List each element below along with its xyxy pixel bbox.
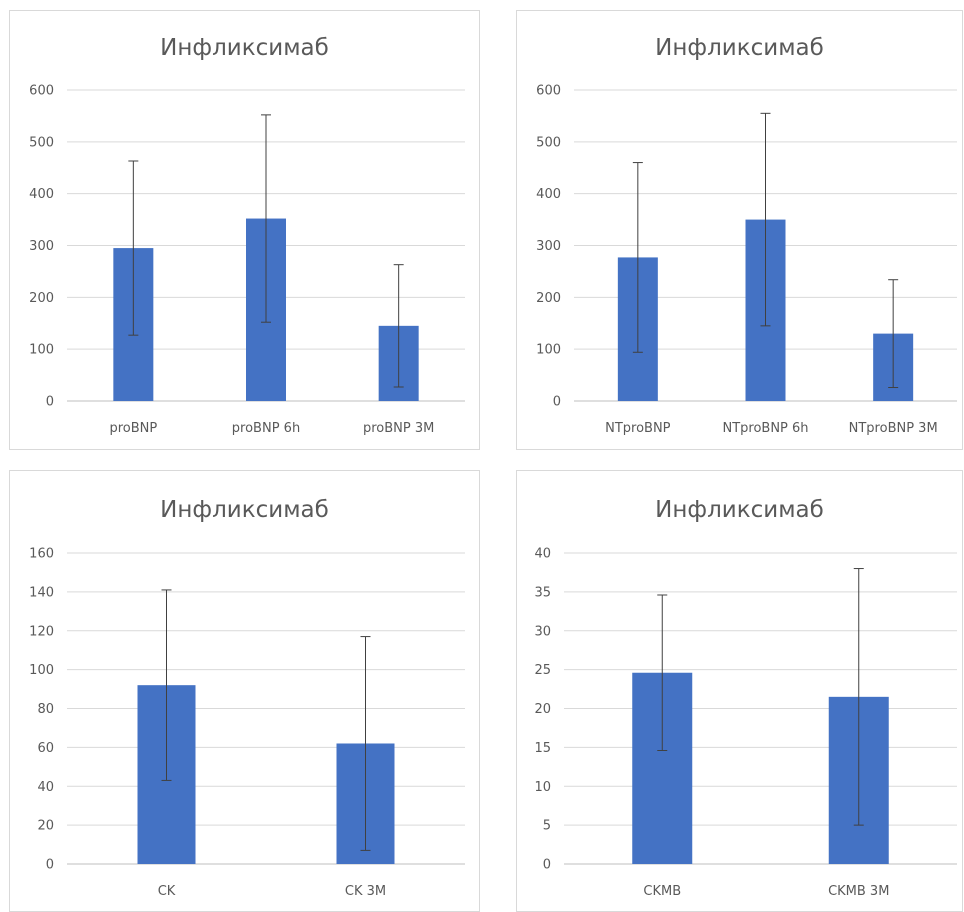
x-tick-label: CKMB 3M [828, 884, 889, 899]
y-tick-label: 15 [534, 741, 551, 756]
y-tick-label: 400 [29, 187, 54, 202]
y-tick-label: 0 [46, 858, 54, 873]
chart-svg: Инфликсимаб 0 20 40 60 80 100 120 140 160 CK CK 3M [29, 497, 465, 899]
y-tick-label: 140 [29, 585, 54, 600]
x-tick-label: CKMB [643, 884, 681, 899]
y-tick-label: 160 [29, 547, 54, 562]
y-tick-label: 600 [29, 84, 54, 99]
chart-svg: Инфликсимаб 0 100 200 300 400 500 600 NTproBNP NT… [536, 35, 957, 436]
chart-title: Инфликсимаб [160, 35, 329, 61]
y-tick-label: 20 [37, 819, 54, 834]
y-tick-label: 40 [534, 547, 551, 562]
y-tick-label: 120 [29, 624, 54, 639]
chart-panel-ckmb: Инфликсимаб 0 5 10 15 20 25 30 35 40 CKMB CKMB 3M [516, 470, 963, 912]
x-tick-label: CK [158, 884, 176, 899]
y-tick-label: 100 [536, 343, 561, 358]
x-tick-label: CK 3M [345, 884, 386, 899]
y-tick-label: 0 [543, 858, 551, 873]
chart-title: Инфликсимаб [160, 497, 329, 523]
y-tick-label: 0 [46, 395, 54, 410]
chart-panel-ck: Инфликсимаб 0 20 40 60 80 100 120 140 160 CK CK 3M [9, 470, 480, 912]
y-tick-label: 20 [534, 702, 551, 717]
y-tick-label: 200 [536, 291, 561, 306]
y-tick-label: 400 [536, 187, 561, 202]
y-tick-label: 200 [29, 291, 54, 306]
x-tick-label: NTproBNP 6h [722, 421, 808, 436]
y-tick-label: 500 [536, 135, 561, 150]
chart-panel-ntprobnp: Инфликсимаб 0 100 200 300 400 500 600 NTproBNP NT… [516, 10, 963, 450]
chart-title: Инфликсимаб [655, 35, 824, 61]
y-tick-label: 600 [536, 84, 561, 99]
y-tick-label: 100 [29, 343, 54, 358]
chart-title: Инфликсимаб [655, 497, 824, 523]
y-tick-label: 60 [37, 741, 54, 756]
x-tick-label: proBNP 6h [232, 421, 300, 436]
x-tick-label: NTproBNP 3M [849, 421, 938, 436]
y-tick-label: 80 [37, 702, 54, 717]
chart-svg: Инфликсимаб 0 5 10 15 20 25 30 35 40 CKMB CKMB 3M [534, 497, 957, 899]
y-tick-label: 300 [536, 239, 561, 254]
x-tick-label: proBNP 3M [363, 421, 434, 436]
x-tick-label: NTproBNP [605, 421, 671, 436]
chart-panel-probnp: Инфликсимаб 0 100 200 300 400 500 600 proBNP proB… [9, 10, 480, 450]
y-tick-label: 35 [534, 585, 551, 600]
y-tick-label: 25 [534, 663, 551, 678]
y-tick-label: 5 [543, 819, 551, 834]
y-tick-label: 0 [553, 395, 561, 410]
y-tick-label: 30 [534, 624, 551, 639]
y-tick-label: 40 [37, 780, 54, 795]
x-tick-label: proBNP [109, 421, 157, 436]
y-tick-label: 100 [29, 663, 54, 678]
y-tick-label: 10 [534, 780, 551, 795]
y-tick-label: 500 [29, 135, 54, 150]
chart-svg: Инфликсимаб 0 100 200 300 400 500 600 proBNP proB… [29, 35, 465, 436]
y-tick-label: 300 [29, 239, 54, 254]
